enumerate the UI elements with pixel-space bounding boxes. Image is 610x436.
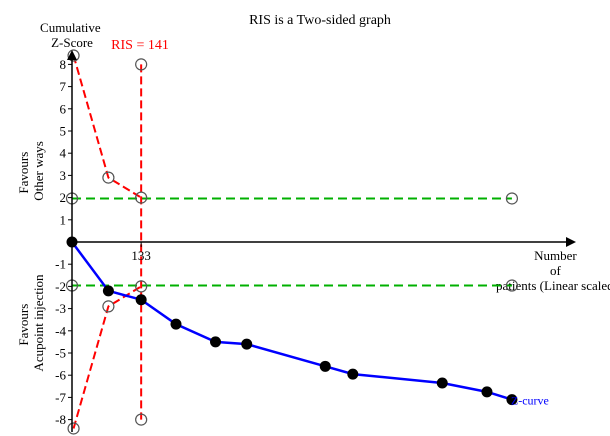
x-axis-title-line3: patients (Linear scaled) (496, 278, 610, 293)
monitoring-boundary-upper-marker-1 (102, 171, 115, 184)
monitoring-boundary-lower-marker-0 (67, 422, 80, 435)
z-curve-point-8 (436, 377, 448, 389)
y-tick-label--8: -8 (55, 412, 66, 427)
z-curve-point-3 (170, 318, 182, 330)
monitoring-boundary-upper-marker-2 (135, 191, 148, 204)
z-curve-line (70, 241, 513, 401)
y-label-bottom: Favours Acupoint injection (16, 274, 46, 372)
z-curve-point-9 (481, 386, 493, 398)
y-axis-title-line2: Z-Score (51, 35, 93, 50)
y-tick-label--1: -1 (55, 257, 66, 272)
y-tick-label--3: -3 (55, 301, 66, 316)
axes-layer: 8 7 6 5 4 3 2 1 -1 -2 -3 -4 -5 -6 -7 -8 133 (55, 50, 576, 432)
monitoring-boundary-lower-marker-2 (135, 280, 148, 293)
y-label-top-line1: Favours (16, 152, 31, 194)
conventional-boundary-upper-end-marker (505, 192, 519, 205)
z-curve-point-7 (347, 368, 359, 380)
ris-line-bottom-marker (135, 413, 148, 426)
y-tick-label-6: 6 (60, 101, 67, 116)
y-tick-label--7: -7 (55, 390, 66, 405)
y-label-bottom-line2: Acupoint injection (31, 274, 46, 372)
y-tick-label-7: 7 (60, 79, 67, 94)
series-layer (66, 236, 518, 406)
z-curve-point-6 (319, 360, 331, 372)
z-curve-point-4 (210, 336, 222, 348)
y-tick-label--4: -4 (55, 323, 66, 338)
y-tick-label-1: 1 (60, 212, 67, 227)
x-axis-title: Number of patients (Linear scaled) (496, 248, 610, 293)
z-curve-label: Z-curve (511, 394, 549, 408)
z-curve-point-2 (135, 294, 147, 306)
y-tick-label-5: 5 (60, 124, 67, 139)
y-axis-title: Cumulative Z-Score (40, 20, 104, 50)
chart-title: RIS is a Two-sided graph (249, 13, 391, 28)
monitoring-boundary-upper (72, 55, 142, 199)
y-tick-label-3: 3 (60, 168, 67, 183)
y-axis-title-line1: Cumulative (40, 20, 101, 35)
y-tick-label-8: 8 (60, 57, 67, 72)
x-axis-title-line1: Number (534, 248, 577, 263)
conventional-boundary-lower-end-marker (505, 279, 519, 292)
z-curve-point-1 (102, 285, 114, 297)
y-label-bottom-line1: Favours (16, 304, 31, 346)
z-curve-point-5 (241, 338, 253, 350)
ris-line-top-marker (135, 58, 148, 71)
z-curve-point-0 (66, 236, 78, 248)
boundaries-layer (65, 49, 519, 435)
y-label-top: Favours Other ways (16, 141, 46, 201)
y-tick-label-4: 4 (60, 146, 67, 161)
y-label-top-line2: Other ways (31, 141, 46, 201)
y-tick-label-2: 2 (60, 190, 67, 205)
x-tick-label-133: 133 (131, 248, 151, 263)
x-axis-title-line2: of (550, 263, 562, 278)
labels-layer: Z-curve RIS = 141 (111, 38, 549, 408)
z-curve-point-10 (506, 394, 518, 406)
ris-label: RIS = 141 (111, 38, 169, 53)
y-tick-label--6: -6 (55, 368, 66, 383)
monitoring-boundary-lower (72, 285, 142, 429)
y-tick-label--5: -5 (55, 346, 66, 361)
y-tick-label--2: -2 (55, 279, 66, 294)
monitoring-boundary-lower-marker-1 (102, 300, 115, 313)
